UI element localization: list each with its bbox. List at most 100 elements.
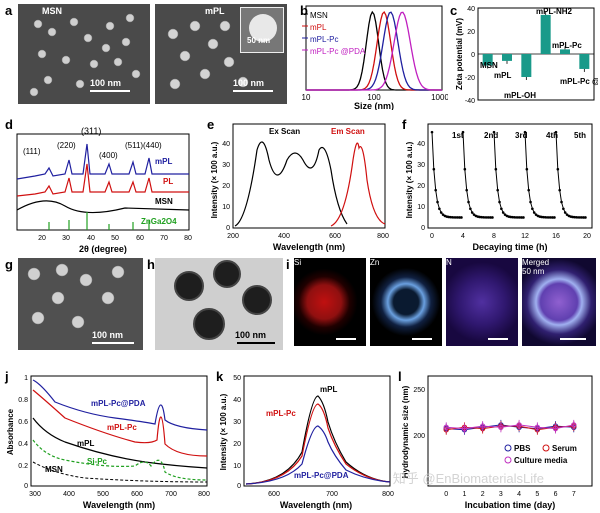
c-bar-0: [482, 54, 493, 66]
d-peak-220: (220): [57, 141, 76, 150]
d-peak-440: (440): [143, 141, 162, 150]
l-legend-marker-culture: [504, 456, 512, 464]
k-ytick-50: 50: [233, 375, 241, 382]
eds-tile-merged: Merged 50 nm: [522, 258, 596, 346]
inset-particle: [249, 14, 277, 42]
j-line-msn: [32, 461, 208, 483]
panel-label-c: c: [450, 3, 458, 18]
watermark-text: 知乎 @EnBiomaterialsLife: [392, 471, 544, 486]
c-ytick-40: 40: [467, 6, 475, 13]
f-xlabel: Decaying time (h): [472, 242, 547, 252]
d-xlabel: 2θ (degree): [79, 244, 127, 254]
panel-label-f: f: [402, 117, 407, 132]
panel-label-g: g: [5, 257, 13, 272]
chart-e: Intensity (× 100 a.u.) Ex Scan Em Scan 4…: [210, 123, 389, 252]
chart-k: Intensity (× 100 a.u.) mPL mPL-Pc mPL-Pc…: [219, 375, 394, 510]
chart-l: Hydrodynamic size (nm) PBS Serum Culture…: [401, 375, 593, 510]
f-xtick-16: 16: [552, 233, 560, 240]
j-xtick-300: 300: [29, 491, 41, 498]
j-xtick-800: 800: [198, 491, 210, 498]
h-scale-text: 100 nm: [235, 330, 267, 340]
f-cycle-3: 3rd: [515, 131, 528, 140]
sem-image-g: 100 nm: [18, 258, 143, 350]
g-scale-text: 100 nm: [92, 330, 124, 340]
sem-inset: [240, 7, 284, 53]
e-line-em: [330, 142, 386, 227]
panel-label-d: d: [5, 117, 13, 132]
j-xtick-500: 500: [97, 491, 109, 498]
e-xtick-200: 200: [227, 233, 239, 240]
d-peak-311: (311): [81, 126, 101, 136]
f-cycle-4: 4th: [546, 131, 558, 140]
legend-b-mpl: mPL: [310, 23, 327, 32]
eds-n-scale: [488, 338, 508, 340]
l-legend-pbs: PBS: [514, 444, 531, 453]
c-cat-mpl: mPL: [494, 71, 511, 80]
c-bar-1: [502, 54, 512, 61]
c-bar-5: [579, 54, 590, 69]
e-xlabel: Wavelength (nm): [273, 242, 345, 252]
b-curve-3: [306, 11, 442, 91]
c-cat-mpl-pc: mPL-Pc: [552, 41, 582, 50]
chart-d-frame: [16, 133, 190, 231]
l-ytick-250: 250: [413, 387, 425, 394]
f-xtick-4: 4: [461, 233, 465, 240]
e-xtick-800: 800: [377, 233, 389, 240]
l-xtick-3: 3: [499, 491, 503, 498]
e-legend-ex: Ex Scan: [269, 127, 300, 136]
l-xtick-7: 7: [572, 491, 576, 498]
j-line-si-pc: [32, 439, 208, 481]
f-ytick-30: 30: [417, 162, 425, 169]
c-ylabel: Zeta potential (mV): [455, 18, 464, 90]
d-peak-111: (111): [23, 147, 41, 156]
l-xtick-2: 2: [481, 491, 485, 498]
k-ytick-40: 40: [233, 397, 241, 404]
f-ytick-10: 10: [417, 204, 425, 211]
b-xtick-1000: 1000: [431, 93, 448, 102]
f-xtick-12: 12: [521, 233, 529, 240]
l-xtick-1: 1: [462, 491, 466, 498]
c-ytick-20: 20: [467, 29, 475, 36]
eds-n-label: N: [446, 258, 452, 267]
chart-l-frame: [427, 375, 593, 487]
c-cat-mpl-oh: mPL-OH: [504, 91, 536, 100]
chart-b: MSN mPL mPL-Pc mPL-Pc @PDA 10 100 1000 S…: [302, 5, 448, 110]
f-ytick-20: 20: [417, 183, 425, 190]
chart-e-frame: [232, 123, 386, 229]
j-ytick-02: 0.2: [18, 463, 28, 470]
f-ytick-0: 0: [421, 225, 425, 232]
h-scale-bar: [237, 342, 275, 344]
l-xtick-0: 0: [444, 491, 448, 498]
sem-mpl-label: mPL: [205, 6, 225, 16]
c-bar-4: [560, 49, 570, 54]
k-xtick-700: 700: [326, 491, 338, 498]
b-xtick-100: 100: [367, 93, 381, 102]
eds-tile-zn: Zn: [370, 258, 442, 346]
f-xtick-8: 8: [492, 233, 496, 240]
f-decay-0: [431, 132, 462, 218]
f-decay-3: [524, 132, 555, 218]
e-xtick-400: 400: [278, 233, 290, 240]
c-ytick-m40: -40: [465, 98, 475, 105]
sem-inset-scale-text: 50 nm: [247, 36, 271, 45]
d-xtick-20: 20: [38, 235, 46, 242]
l-xtick-6: 6: [554, 491, 558, 498]
f-cycle-1: 1st: [452, 131, 464, 140]
b-xlabel: Size (nm): [354, 101, 394, 110]
l-ytick-200: 200: [413, 433, 425, 440]
k-ytick-0: 0: [237, 483, 241, 490]
k-line-mpl-pc-pda: [245, 425, 391, 485]
chart-j: Absorbance mPL-Pc@PDA mPL-Pc mPL Si-Pc M…: [6, 375, 210, 510]
legend-b-msn: MSN: [310, 11, 328, 20]
j-line-mpl-pc-pda: [32, 379, 208, 431]
j-ylabel: Absorbance: [6, 408, 15, 455]
eds-zn-scale: [412, 338, 432, 340]
j-legend-mpl-pc: mPL-Pc: [107, 423, 137, 432]
f-decay-1: [462, 132, 493, 218]
e-xtick-600: 600: [329, 233, 341, 240]
h-particles: [174, 260, 272, 340]
f-decay-2: [493, 132, 524, 218]
d-legend-msn: MSN: [155, 197, 173, 206]
e-ylabel: Intensity (× 100 a.u.): [210, 141, 219, 218]
f-decay-4: [555, 132, 586, 218]
